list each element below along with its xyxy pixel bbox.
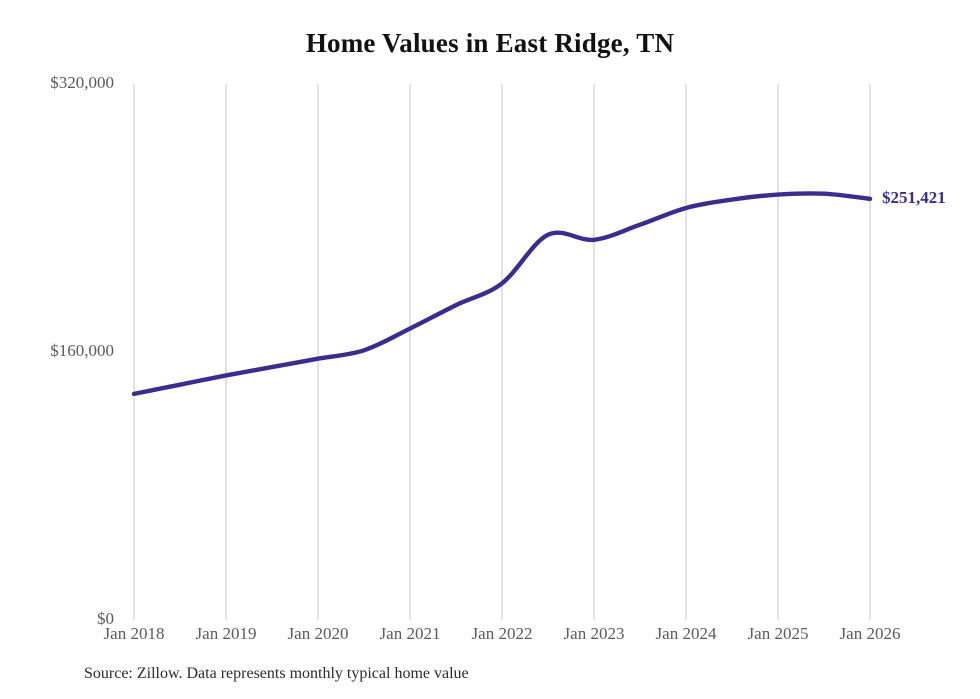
x-axis-tick-label: Jan 2018	[103, 624, 165, 643]
x-axis-tick-label: Jan 2021	[379, 624, 441, 643]
x-axis-tick-label: Jan 2024	[655, 624, 717, 643]
value-line	[131, 191, 873, 397]
y-axis-tick-label: $0	[97, 609, 114, 628]
x-axis-tick-label: Jan 2022	[471, 624, 533, 643]
y-axis-tick-label: $160,000	[50, 341, 114, 360]
source-note: Source: Zillow. Data represents monthly …	[84, 665, 469, 682]
chart-title: Home Values in East Ridge, TN	[305, 28, 675, 58]
x-axis-tick-label: Jan 2026	[839, 624, 901, 643]
x-axis-tick-label: Jan 2019	[195, 624, 257, 643]
gridlines-group	[133, 84, 871, 620]
end-value-label: $251,421	[882, 187, 946, 207]
x-axis-tick-label: Jan 2023	[563, 624, 625, 643]
x-axis-tick-label: Jan 2020	[287, 624, 349, 643]
y-axis-tick-label: $320,000	[50, 73, 114, 92]
x-axis-tick-label: Jan 2025	[747, 624, 809, 643]
